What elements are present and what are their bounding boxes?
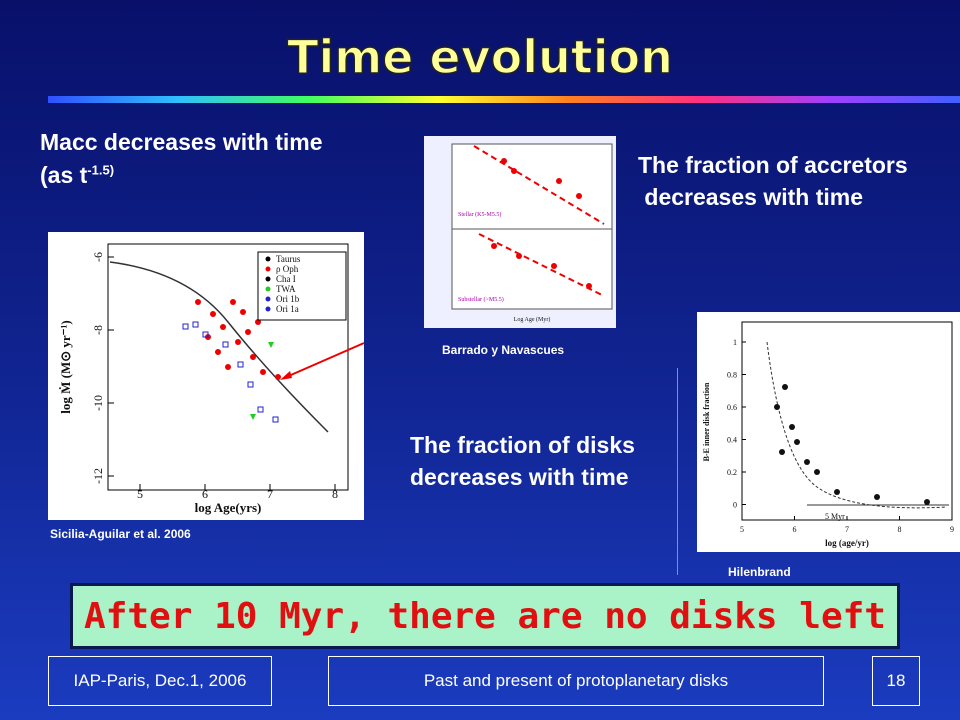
caption: Hilenbrand bbox=[728, 565, 791, 579]
legend-label: TWA bbox=[276, 284, 296, 294]
plot-frame bbox=[451, 228, 613, 310]
x-tick-label: 6 bbox=[793, 525, 797, 534]
rainbow-rule bbox=[48, 96, 960, 103]
x-tick-label: 8 bbox=[898, 525, 902, 534]
plot-frame bbox=[451, 143, 613, 230]
legend-marker bbox=[265, 286, 271, 292]
plot-frame bbox=[741, 321, 953, 521]
y-tick-label: 0 bbox=[733, 501, 737, 510]
superscript: -1.5) bbox=[87, 162, 115, 178]
x-axis-label: log Age(yrs) bbox=[195, 500, 262, 515]
footer-box: Past and present of protoplanetary disks bbox=[328, 656, 824, 706]
y-axis-label: log Ṁ (M⊙ yr⁻¹) bbox=[58, 320, 73, 413]
x-tick-label: 5 bbox=[740, 525, 744, 534]
fit-line bbox=[478, 233, 605, 297]
figure: Stellar (K5-M5.5) Substellar (>M5.5) Log… bbox=[424, 136, 616, 328]
footer-box: IAP-Paris, Dec.1, 2006 bbox=[48, 656, 272, 706]
left-text-line: Macc decreases with time bbox=[40, 129, 323, 155]
x-tick-label: 8 bbox=[332, 487, 338, 501]
text: (as t bbox=[40, 162, 88, 188]
legend-label: Taurus bbox=[276, 254, 301, 264]
y-tick-label: -8 bbox=[91, 325, 105, 335]
caption: Barrado y Navascues bbox=[442, 343, 565, 357]
footer-text: Past and present of protoplanetary disks bbox=[423, 671, 729, 690]
y-tick-label: -10 bbox=[91, 395, 105, 411]
legend-label: Ori 1b bbox=[276, 294, 300, 304]
legend-marker bbox=[265, 306, 271, 312]
x-tick-label: 6 bbox=[202, 487, 208, 501]
trend-curve bbox=[109, 261, 329, 433]
divider bbox=[677, 368, 678, 575]
arrow bbox=[280, 342, 365, 380]
y-tick-label: 1 bbox=[733, 338, 737, 347]
banner: After 10 Myr, there are no disks left bbox=[70, 583, 900, 649]
legend-label: Cha I bbox=[276, 274, 296, 284]
left-text-line: (as t-1.5) bbox=[40, 162, 114, 189]
points bbox=[491, 158, 592, 289]
legend-marker bbox=[265, 256, 271, 262]
x-tick-label: 9 bbox=[950, 525, 954, 534]
points bbox=[774, 384, 930, 505]
panel-label: Substellar (>M5.5) bbox=[458, 296, 504, 303]
x-axis-label: Log Age (Myr) bbox=[514, 316, 551, 323]
page-number: 18 bbox=[886, 671, 906, 690]
annotation: 5 Myr bbox=[825, 512, 845, 521]
middle-text-line: decreases with time bbox=[410, 464, 629, 490]
legend-marker bbox=[265, 276, 271, 282]
right-text-line: decreases with time bbox=[638, 184, 863, 210]
y-tick-label: -12 bbox=[91, 468, 105, 484]
y-tick-label: 0.8 bbox=[727, 371, 737, 380]
y-tick-label: 0.2 bbox=[727, 468, 737, 477]
x-axis-label: log (age/yr) bbox=[825, 538, 869, 548]
footer-box: 18 bbox=[872, 656, 920, 706]
panel-label: Stellar (K5-M5.5) bbox=[458, 211, 501, 218]
title: Time evolution bbox=[286, 29, 673, 85]
y-tick-label: -6 bbox=[91, 252, 105, 262]
legend-marker bbox=[265, 266, 271, 272]
footer-text: IAP-Paris, Dec.1, 2006 bbox=[73, 671, 247, 690]
plot-frame bbox=[107, 243, 349, 491]
points bbox=[182, 321, 279, 423]
trend-curve bbox=[766, 341, 948, 509]
caption: Sicilia-Aguilar et al. 2006 bbox=[50, 527, 191, 541]
legend-marker bbox=[265, 296, 271, 302]
points bbox=[195, 299, 281, 380]
points bbox=[250, 342, 274, 420]
legend-label: ρ Oph bbox=[276, 264, 299, 274]
fit-line bbox=[473, 145, 605, 225]
x-tick-label: 7 bbox=[267, 487, 273, 501]
figure: 5 6 7 8 9 1 0.8 0.6 0.4 0.2 0 5 Myr log (age/yr) B… bbox=[697, 312, 960, 552]
legend-label: Ori 1a bbox=[276, 304, 299, 314]
legend-box bbox=[257, 251, 347, 321]
right-text-line: The fraction of accretors bbox=[638, 152, 908, 178]
y-axis-label: B-E inner disk fraction bbox=[702, 382, 711, 461]
y-tick-label: 0.6 bbox=[727, 403, 737, 412]
middle-text-line: The fraction of disks bbox=[410, 432, 635, 458]
y-tick-label: 0.4 bbox=[727, 436, 737, 445]
x-tick-label: 7 bbox=[845, 525, 849, 534]
x-tick-label: 5 bbox=[137, 487, 143, 501]
